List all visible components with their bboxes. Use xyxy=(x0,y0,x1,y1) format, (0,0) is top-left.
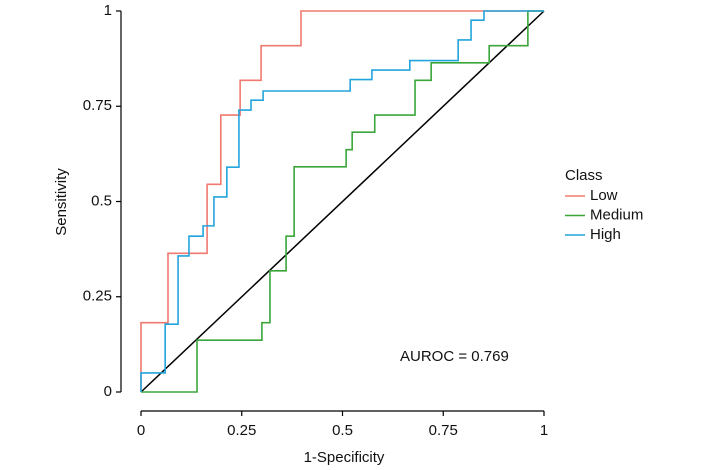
annotation: AUROC = 0.769 xyxy=(400,348,509,365)
legend-label: High xyxy=(590,226,621,243)
reference-line xyxy=(140,10,545,393)
y-axis-label: Sensitivity xyxy=(53,168,70,236)
legend-title: Class xyxy=(565,167,603,184)
x-tick-label: 0.75 xyxy=(429,422,458,439)
y-tick-label: 0.75 xyxy=(83,97,112,114)
roc-line xyxy=(141,10,544,393)
x-tick-label: 1 xyxy=(540,422,548,439)
legend-label: Low xyxy=(590,187,618,204)
y-tick-label: 0 xyxy=(104,383,112,400)
x-tick-label: 0 xyxy=(137,422,145,439)
roc-line xyxy=(140,10,544,392)
x-axis-label: 1-Specificity xyxy=(304,449,385,466)
x-tick-label: 0.5 xyxy=(332,422,353,439)
y-tick-label: 0.25 xyxy=(83,288,112,305)
roc-line xyxy=(140,10,544,392)
legend-label: Medium xyxy=(590,206,643,223)
x-tick-label: 0.25 xyxy=(227,422,256,439)
y-tick-label: 0.5 xyxy=(91,192,112,209)
y-tick-label: 1 xyxy=(104,2,112,19)
